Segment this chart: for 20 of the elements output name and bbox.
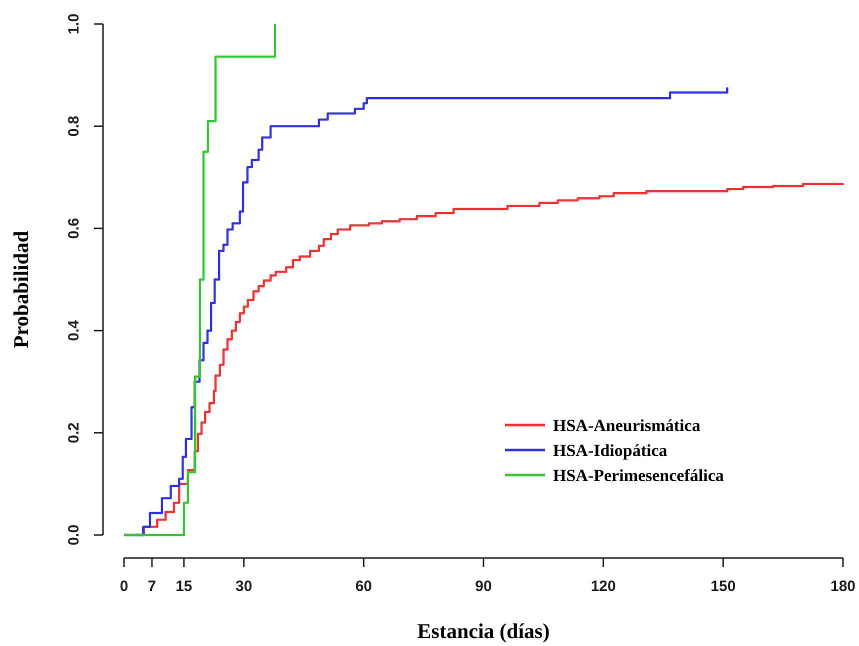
legend-label: HSA-Perimesencefálica — [553, 466, 724, 485]
x-tick-label: 7 — [148, 578, 156, 595]
legend-label: HSA-Aneurismática — [553, 416, 701, 435]
x-tick-label: 90 — [475, 578, 492, 595]
x-tick-label: 180 — [830, 578, 856, 595]
x-tick-label: 150 — [710, 578, 736, 595]
x-tick-label: 30 — [235, 578, 252, 595]
y-tick-label: 0.2 — [65, 422, 82, 444]
x-tick-label: 60 — [355, 578, 372, 595]
y-tick-label: 0.8 — [65, 116, 82, 137]
y-tick-label: 0.4 — [65, 320, 82, 342]
y-tick-label: 0.6 — [65, 218, 82, 239]
legend-label: HSA-Idiopática — [553, 440, 668, 460]
y-tick-label: 0.0 — [65, 524, 82, 546]
y-axis-title: Probabilidad — [9, 230, 33, 348]
x-tick-label: 0 — [120, 578, 128, 595]
x-axis-title: Estancia (días) — [417, 619, 550, 643]
x-tick-label: 15 — [176, 578, 192, 595]
x-tick-label: 120 — [590, 578, 616, 595]
y-tick-label: 1.0 — [65, 14, 82, 34]
